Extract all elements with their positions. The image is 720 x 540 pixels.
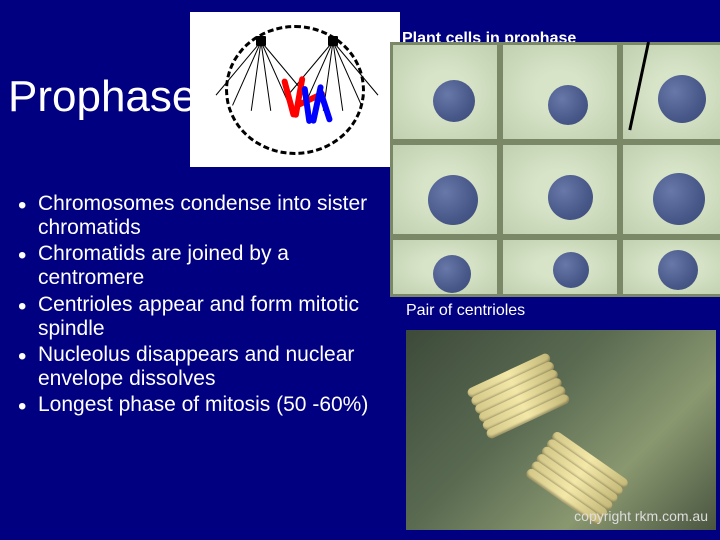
centrioles-caption: Pair of centrioles (406, 302, 525, 320)
bullet-item: Centrioles appear and form mitotic spind… (12, 293, 392, 341)
plant-cell (500, 142, 620, 237)
plant-cell (390, 237, 500, 297)
nucleus (658, 75, 706, 123)
cell-outline (225, 25, 365, 155)
plant-cell (620, 142, 720, 237)
plant-cell (500, 237, 620, 297)
bullet-item: Nucleolus disappears and nuclear envelop… (12, 343, 392, 391)
nucleus (553, 252, 589, 288)
plant-cell (390, 42, 500, 142)
nucleus (658, 250, 698, 290)
bullet-item: Longest phase of mitosis (50 -60%) (12, 393, 392, 417)
nucleus (433, 255, 471, 293)
plant-cell (390, 142, 500, 237)
plant-cell (620, 237, 720, 297)
plant-cell (500, 42, 620, 142)
nucleus (433, 80, 475, 122)
nucleus (548, 85, 588, 125)
plant-cells-micrograph (400, 52, 720, 284)
bullet-list: Chromosomes condense into sister chromat… (12, 192, 392, 419)
nucleus (428, 175, 478, 225)
nucleus (548, 175, 593, 220)
nucleus (653, 173, 705, 225)
plant-cell (620, 42, 720, 142)
bullet-item: Chromatids are joined by a centromere (12, 242, 392, 290)
bullet-item: Chromosomes condense into sister chromat… (12, 192, 392, 240)
centrioles-image: copyright rkm.com.au (406, 330, 716, 530)
copyright-text: copyright rkm.com.au (574, 508, 708, 524)
page-title: Prophase (8, 72, 196, 122)
prophase-diagram (190, 12, 400, 167)
